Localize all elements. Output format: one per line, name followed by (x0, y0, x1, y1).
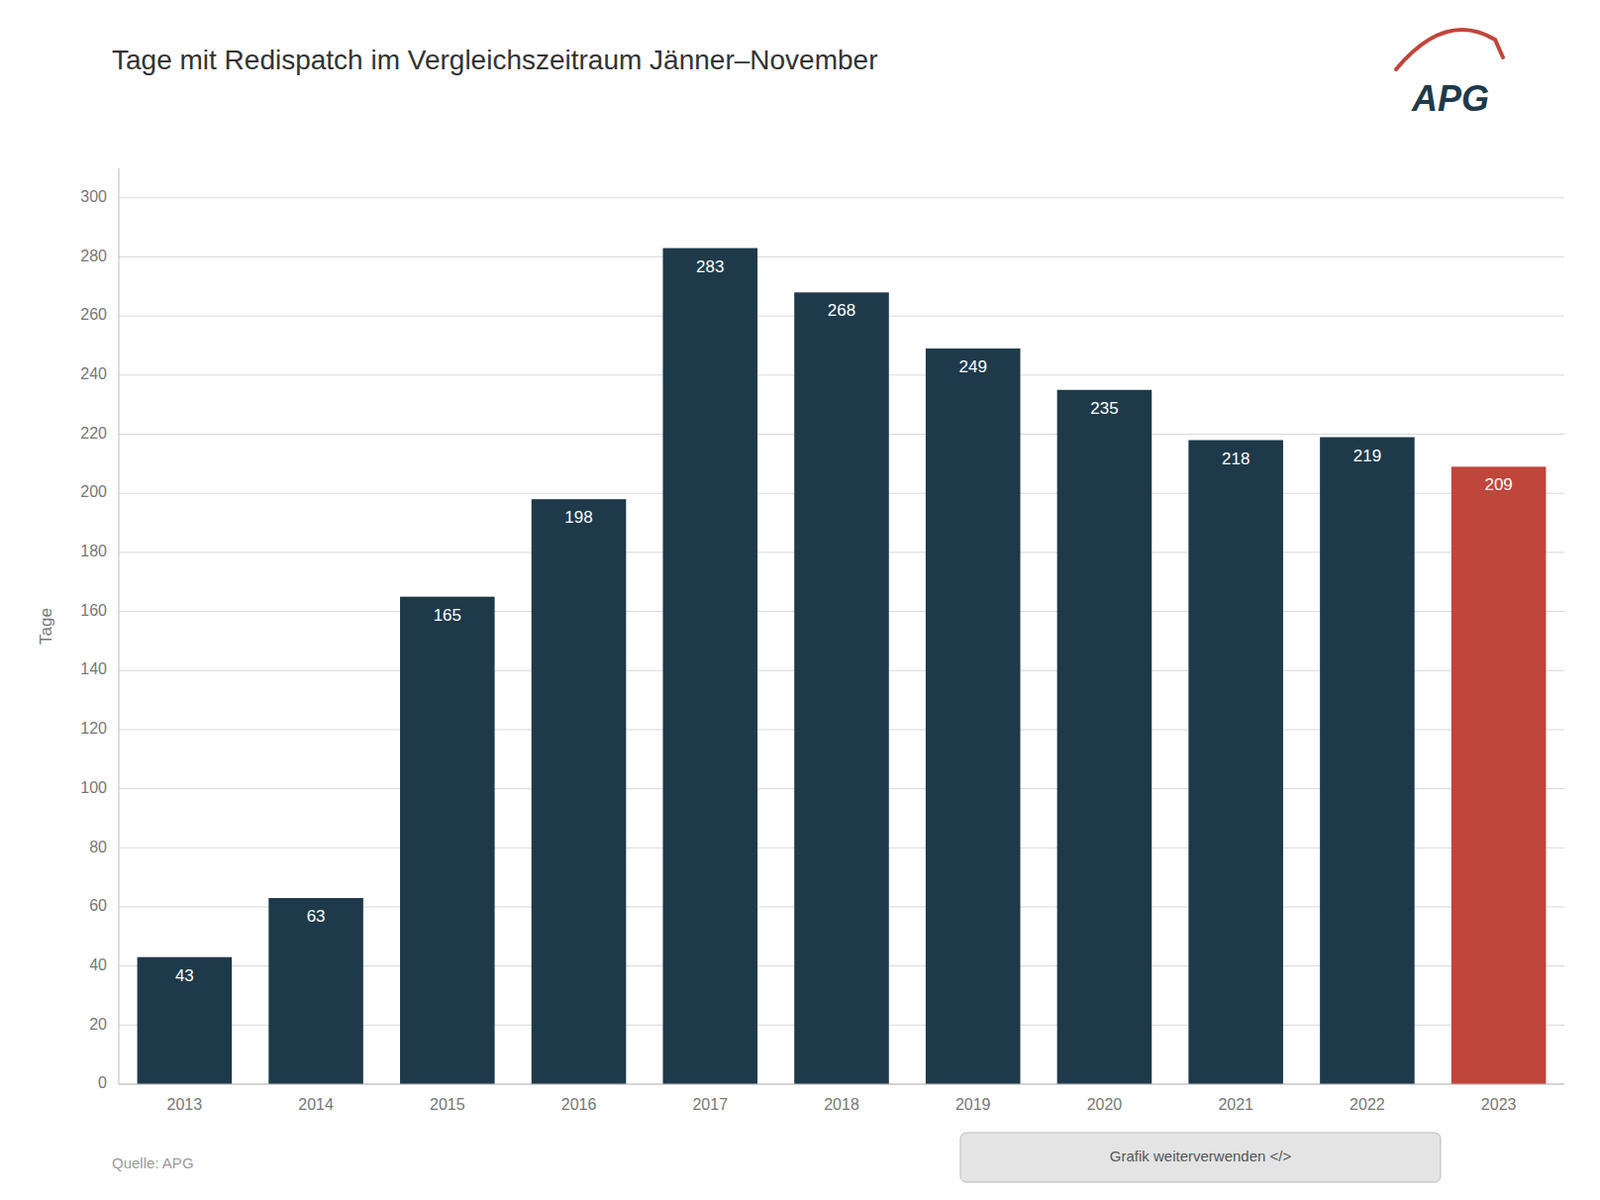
bar (400, 597, 496, 1085)
data-label: 268 (827, 300, 856, 320)
logo-swoosh (1396, 29, 1503, 70)
data-label: 209 (1484, 475, 1512, 495)
y-tick-label: 180 (80, 542, 107, 560)
y-tick-label: 160 (80, 601, 107, 619)
logo: APG (1396, 29, 1503, 119)
grid (118, 198, 1565, 1085)
x-axis: 2013 2014 2015 2016 2017 2018 2019 2020 2021 2022… (118, 1084, 1565, 1113)
bar (1319, 437, 1415, 1085)
y-tick-label: 300 (80, 188, 107, 205)
x-tick-label: 2014 (298, 1096, 334, 1113)
y-tick-label: 200 (80, 483, 107, 500)
data-label: 249 (959, 357, 988, 377)
chart-container: Tage mit Redispatch im Vergleichszeitrau… (0, 0, 1600, 1200)
data-label: 165 (433, 605, 462, 625)
x-axis-line (118, 1084, 1565, 1086)
x-tick-label: 2015 (429, 1096, 466, 1113)
y-tick-label: 120 (80, 719, 107, 737)
x-tick-label: 2020 (1087, 1096, 1123, 1113)
y-tick-label: 20 (89, 1015, 107, 1033)
grid-line (118, 1084, 1565, 1086)
bar (531, 499, 627, 1085)
y-tick-label: 0 (98, 1074, 107, 1092)
x-tick-label: 2017 (692, 1096, 728, 1113)
bar (137, 957, 233, 1085)
data-labels: 43 63 165 198 283 268 249 235 218 219 209 (175, 257, 1513, 986)
y-tick-label: 60 (89, 897, 107, 914)
x-tick-label: 2021 (1217, 1096, 1254, 1113)
bar (1451, 466, 1547, 1085)
chart-svg: Tage mit Redispatch im Vergleichszeitrau… (0, 0, 1600, 1200)
source-text: Quelle: APG (111, 1154, 195, 1172)
grid-line (118, 197, 1565, 199)
reuse-button[interactable]: Grafik weiterverwenden </> (960, 1132, 1441, 1183)
y-tick-label: 280 (80, 247, 107, 265)
x-tick-label: 2023 (1481, 1096, 1517, 1113)
y-tick-label: 240 (80, 365, 107, 383)
y-axis: 0 20 40 60 80 100 120 140 160 180 200 220 240 260 280 3… (80, 168, 119, 1092)
button-text[interactable]: Grafik weiterverwenden </> (1109, 1147, 1293, 1165)
bar (268, 898, 364, 1085)
bar (794, 292, 890, 1085)
y-tick-label: 80 (89, 838, 107, 856)
bar (1188, 440, 1284, 1085)
data-label: 198 (564, 507, 593, 527)
button-background[interactable] (960, 1132, 1441, 1183)
y-tick-label: 140 (80, 660, 107, 678)
data-label: 235 (1090, 399, 1118, 418)
bar (925, 348, 1021, 1085)
bar (1057, 390, 1153, 1085)
grid-line (118, 256, 1565, 258)
data-label: 218 (1221, 449, 1250, 469)
x-tick-label: 2018 (823, 1096, 860, 1113)
chart-title: Tage mit Redispatch im Vergleichszeitrau… (111, 44, 878, 76)
background (0, 0, 1600, 1200)
logo-text: APG (1410, 78, 1490, 119)
data-label: 43 (175, 966, 195, 986)
y-tick-label: 40 (89, 956, 107, 974)
x-tick-label: 2022 (1349, 1096, 1386, 1113)
y-tick-label: 260 (80, 305, 107, 323)
y-tick-label: 220 (80, 424, 107, 442)
y-tick-label: 100 (80, 779, 107, 797)
bars (137, 248, 1547, 1085)
x-tick-label: 2013 (167, 1096, 203, 1113)
data-label: 283 (696, 257, 724, 277)
bar (662, 248, 758, 1085)
x-tick-label: 2016 (561, 1096, 598, 1113)
data-label: 63 (306, 906, 326, 926)
y-axis-label: Tage (36, 607, 56, 645)
y-axis-line (118, 168, 120, 1085)
x-tick-label: 2019 (955, 1096, 992, 1113)
data-label: 219 (1353, 446, 1382, 466)
